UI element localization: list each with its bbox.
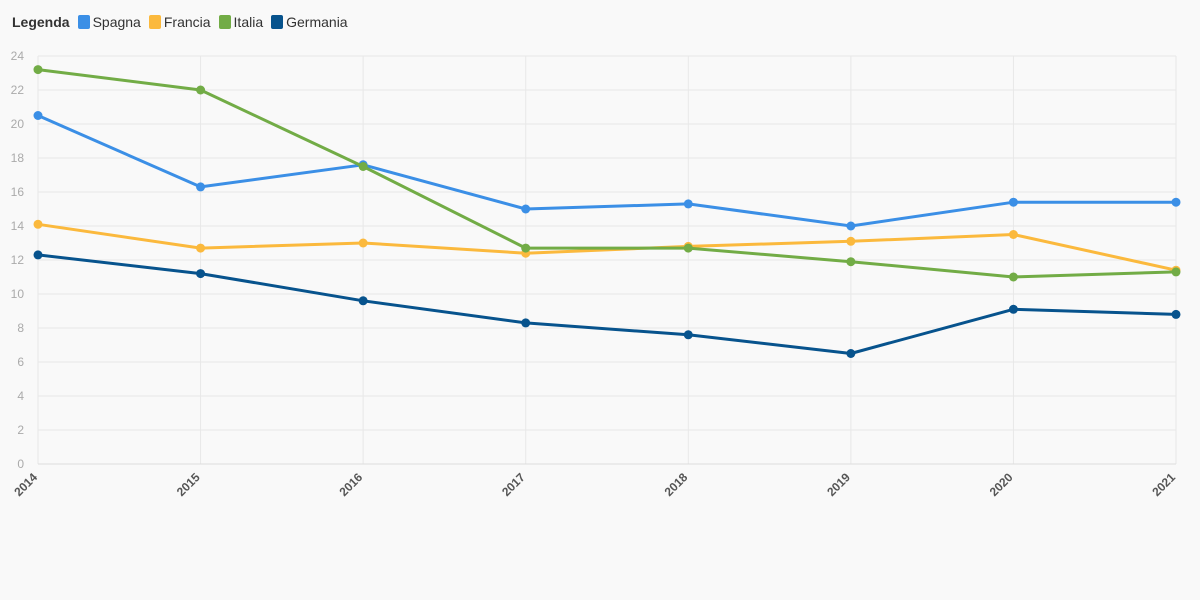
x-tick-label-2021: 2021 (1149, 470, 1178, 499)
x-tick-label-2020: 2020 (987, 470, 1016, 499)
legend-item-francia[interactable]: Francia (148, 14, 211, 30)
x-tick-label-2019: 2019 (824, 470, 853, 499)
y-tick-label-14: 14 (11, 219, 25, 233)
data-point-germania-2016 (358, 296, 368, 306)
data-point-spagna-2018 (683, 199, 693, 209)
series-line-germania (36, 253, 1178, 355)
data-point-italia-2016 (358, 162, 368, 171)
legend: Legenda Spagna Francia Italia Germania (12, 12, 356, 32)
y-tick-label-18: 18 (11, 151, 25, 165)
y-tick-label-8: 8 (17, 321, 24, 335)
series-line-spagna (36, 114, 1178, 228)
x-tick-label-2016: 2016 (336, 470, 365, 499)
data-point-francia-2015 (196, 243, 206, 253)
legend-title: Legenda (12, 14, 70, 30)
legend-label-spagna: Spagna (92, 14, 141, 30)
data-point-germania-2014 (33, 250, 43, 260)
y-tick-label-12: 12 (11, 253, 25, 267)
x-tick-label-2018: 2018 (662, 470, 691, 499)
data-point-spagna-2019 (846, 221, 856, 231)
y-tick-label-4: 4 (17, 389, 24, 403)
data-point-francia-2014 (33, 219, 43, 229)
legend-swatch-francia (148, 15, 161, 29)
data-point-italia-2019 (846, 257, 856, 267)
data-point-italia-2017 (521, 243, 531, 253)
y-tick-label-2: 2 (17, 423, 24, 437)
legend-label-italia: Italia (233, 14, 264, 30)
data-point-germania-2020 (1008, 304, 1018, 314)
series-line-francia (36, 222, 1178, 272)
y-tick-label-10: 10 (11, 287, 25, 301)
data-point-italia-2014 (33, 65, 43, 75)
data-point-germania-2017 (521, 318, 531, 328)
legend-swatch-germania (271, 15, 284, 29)
data-point-italia-2021 (1171, 267, 1181, 277)
legend-item-spagna[interactable]: Spagna (77, 14, 141, 30)
data-point-germania-2021 (1171, 309, 1181, 319)
x-tick-label-2014: 2014 (11, 470, 40, 499)
data-point-francia-2019 (846, 236, 856, 246)
data-point-francia-2020 (1008, 230, 1018, 239)
series-line-italia (36, 68, 1178, 279)
legend-item-italia[interactable]: Italia (218, 14, 264, 30)
data-point-francia-2016 (358, 238, 368, 248)
data-point-spagna-2021 (1171, 197, 1181, 207)
y-tick-label-0: 0 (17, 457, 24, 471)
legend-swatch-italia (218, 15, 231, 29)
y-tick-label-6: 6 (17, 355, 24, 369)
y-tick-label-22: 22 (11, 83, 25, 97)
legend-label-francia: Francia (163, 14, 211, 30)
data-point-germania-2015 (196, 269, 206, 279)
legend-item-germania[interactable]: Germania (271, 14, 348, 30)
data-point-spagna-2017 (521, 204, 531, 214)
data-point-italia-2020 (1008, 272, 1018, 282)
y-tick-label-20: 20 (11, 117, 25, 131)
data-point-spagna-2014 (33, 111, 43, 120)
x-tick-label-2017: 2017 (499, 470, 528, 499)
legend-swatch-spagna (77, 15, 90, 29)
y-tick-label-24: 24 (11, 49, 25, 63)
data-point-italia-2018 (683, 243, 693, 253)
data-point-italia-2015 (196, 85, 206, 95)
legend-label-germania: Germania (286, 14, 348, 30)
data-point-spagna-2015 (196, 182, 206, 192)
data-point-germania-2019 (846, 349, 856, 358)
x-tick-label-2015: 2015 (174, 470, 203, 499)
y-tick-label-16: 16 (11, 185, 25, 199)
data-point-spagna-2020 (1008, 197, 1018, 207)
data-point-germania-2018 (683, 330, 693, 340)
